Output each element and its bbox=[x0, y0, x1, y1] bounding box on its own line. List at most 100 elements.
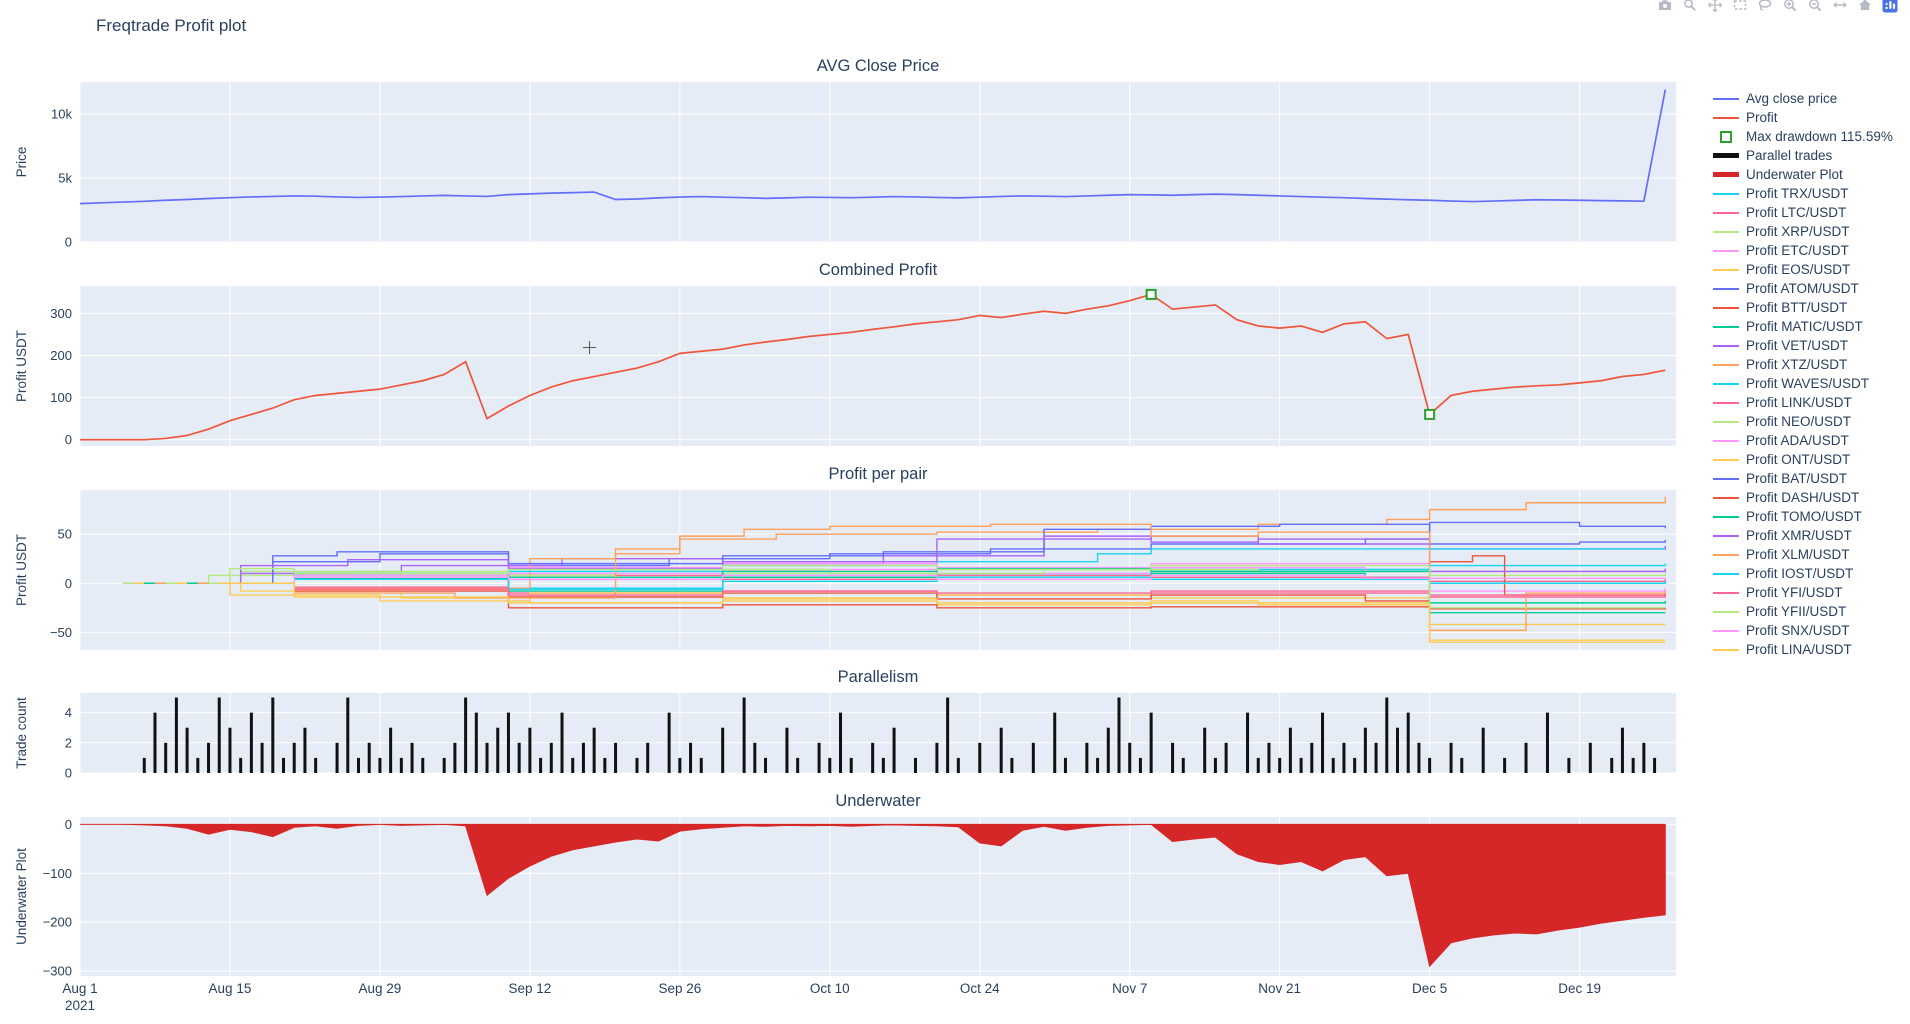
reset-axes-icon[interactable] bbox=[1857, 0, 1873, 13]
legend-label: Profit IOST/USDT bbox=[1746, 566, 1854, 581]
legend-item[interactable]: Profit DASH/USDT bbox=[1713, 488, 1893, 507]
legend-line-swatch bbox=[1713, 344, 1739, 347]
legend-line-swatch bbox=[1713, 477, 1739, 480]
legend-label: Profit ATOM/USDT bbox=[1746, 281, 1859, 296]
legend-line-swatch bbox=[1713, 97, 1739, 100]
series-xmr-usdt bbox=[197, 535, 1666, 584]
x-tick-label: Sep 12 bbox=[508, 981, 551, 996]
legend-label: Profit DASH/USDT bbox=[1746, 490, 1860, 505]
legend-item[interactable]: Profit LTC/USDT bbox=[1713, 203, 1893, 222]
legend-item[interactable]: Profit TOMO/USDT bbox=[1713, 507, 1893, 526]
legend-item[interactable]: Profit LINK/USDT bbox=[1713, 393, 1893, 412]
legend-item[interactable]: Profit BTT/USDT bbox=[1713, 298, 1893, 317]
legend-item[interactable]: Profit bbox=[1713, 108, 1893, 127]
legend-line-swatch bbox=[1713, 439, 1739, 442]
legend-item[interactable]: Profit XRP/USDT bbox=[1713, 222, 1893, 241]
legend-marker-square bbox=[1720, 130, 1732, 143]
y-tick-label: 4 bbox=[65, 705, 72, 720]
legend-label: Profit XMR/USDT bbox=[1746, 528, 1852, 543]
trade-count-bars bbox=[142, 697, 1657, 773]
y-axis-title: Profit USDT bbox=[14, 330, 29, 402]
legend-item[interactable]: Avg close price bbox=[1713, 89, 1893, 108]
legend-line-swatch bbox=[1713, 458, 1739, 461]
lasso-select-icon[interactable] bbox=[1757, 0, 1773, 13]
subplot-combined-profit: 0 100 200 300 Combined Profit Profit USDT bbox=[14, 261, 1676, 447]
plotly-logo-icon[interactable] bbox=[1882, 0, 1898, 13]
legend-item[interactable]: Profit ATOM/USDT bbox=[1713, 279, 1893, 298]
legend-label: Profit XTZ/USDT bbox=[1746, 357, 1848, 372]
legend-line-swatch bbox=[1713, 629, 1739, 632]
legend-item[interactable]: Profit LINA/USDT bbox=[1713, 640, 1893, 659]
legend-item[interactable]: Profit ADA/USDT bbox=[1713, 431, 1893, 450]
legend-item[interactable]: Profit XMR/USDT bbox=[1713, 526, 1893, 545]
max-drawdown-marker bbox=[1145, 288, 1157, 300]
legend-item[interactable]: Profit ONT/USDT bbox=[1713, 450, 1893, 469]
legend-item[interactable]: Profit MATIC/USDT bbox=[1713, 317, 1893, 336]
page-title: Freqtrade Profit plot bbox=[96, 16, 247, 35]
legend-label: Profit YFII/USDT bbox=[1746, 604, 1847, 619]
legend-item[interactable]: Profit XLM/USDT bbox=[1713, 545, 1893, 564]
plotly-modebar bbox=[1657, 0, 1898, 13]
x-tick-label: Oct 24 bbox=[960, 981, 1000, 996]
legend-item[interactable]: Profit YFI/USDT bbox=[1713, 583, 1893, 602]
gridlines bbox=[79, 693, 1676, 774]
legend-line-swatch bbox=[1713, 610, 1739, 613]
legend-item[interactable]: Profit XTZ/USDT bbox=[1713, 355, 1893, 374]
legend-item[interactable]: Profit BAT/USDT bbox=[1713, 469, 1893, 488]
y-tick-label: 0 bbox=[65, 576, 72, 591]
gridlines bbox=[79, 82, 1676, 243]
legend-line-swatch bbox=[1713, 382, 1739, 385]
autoscale-icon[interactable] bbox=[1832, 0, 1848, 13]
legend-item[interactable]: Max drawdown 115.59% bbox=[1713, 127, 1893, 146]
legend-item[interactable]: Profit EOS/USDT bbox=[1713, 260, 1893, 279]
y-tick-label: −100 bbox=[43, 866, 72, 881]
series-snx-usdt bbox=[219, 574, 1666, 584]
pan-icon[interactable] bbox=[1707, 0, 1723, 13]
legend-label: Parallel trades bbox=[1746, 148, 1833, 163]
x-tick-label: Dec 5 bbox=[1412, 981, 1447, 996]
zoom-in-icon[interactable] bbox=[1782, 0, 1798, 13]
y-tick-label: 200 bbox=[50, 348, 72, 363]
y-axis-title: Price bbox=[14, 147, 29, 178]
legend-item[interactable]: Underwater Plot bbox=[1713, 165, 1893, 184]
legend-label: Profit VET/USDT bbox=[1746, 338, 1849, 353]
zoom-icon[interactable] bbox=[1682, 0, 1698, 13]
series-yfii-usdt bbox=[208, 564, 1666, 609]
legend-item[interactable]: Profit SNX/USDT bbox=[1713, 621, 1893, 640]
plot-background bbox=[80, 82, 1676, 242]
legend-label: Profit NEO/USDT bbox=[1746, 414, 1852, 429]
legend-line-swatch bbox=[1713, 363, 1739, 366]
x-tick-sublabel: 2021 bbox=[65, 998, 95, 1013]
legend-line-swatch bbox=[1713, 572, 1739, 575]
legend-item[interactable]: Profit WAVES/USDT bbox=[1713, 374, 1893, 393]
y-tick-label: 0 bbox=[65, 432, 72, 447]
y-tick-label: −200 bbox=[43, 915, 72, 930]
legend-item[interactable]: Profit TRX/USDT bbox=[1713, 184, 1893, 203]
zoom-out-icon[interactable] bbox=[1807, 0, 1823, 13]
legend-item[interactable]: Profit IOST/USDT bbox=[1713, 564, 1893, 583]
download-plot-icon[interactable] bbox=[1657, 0, 1673, 13]
legend-label: Profit TRX/USDT bbox=[1746, 186, 1849, 201]
y-tick-label: 2 bbox=[65, 735, 72, 750]
legend-item[interactable]: Profit VET/USDT bbox=[1713, 336, 1893, 355]
series-lina-usdt bbox=[219, 582, 1666, 643]
legend-label: Profit BTT/USDT bbox=[1746, 300, 1848, 315]
legend-line-swatch bbox=[1713, 192, 1739, 195]
legend-item[interactable]: Profit NEO/USDT bbox=[1713, 412, 1893, 431]
legend-line-swatch bbox=[1713, 230, 1739, 233]
y-tick-label: 5k bbox=[58, 171, 72, 186]
legend-line-swatch bbox=[1713, 420, 1739, 423]
legend-item[interactable]: Profit YFII/USDT bbox=[1713, 602, 1893, 621]
subplot-parallelism: 0 2 4 Parallelism Trade count bbox=[14, 668, 1676, 781]
y-axis-title: Trade count bbox=[14, 697, 29, 769]
subplot-title: Underwater bbox=[835, 792, 921, 810]
legend-item[interactable]: Profit ETC/USDT bbox=[1713, 241, 1893, 260]
x-tick-label: Sep 26 bbox=[658, 981, 701, 996]
legend-line-swatch bbox=[1713, 268, 1739, 271]
legend-label: Profit ONT/USDT bbox=[1746, 452, 1851, 467]
legend-item[interactable]: Parallel trades bbox=[1713, 146, 1893, 165]
box-select-icon[interactable] bbox=[1732, 0, 1748, 13]
legend-label: Profit LINK/USDT bbox=[1746, 395, 1852, 410]
